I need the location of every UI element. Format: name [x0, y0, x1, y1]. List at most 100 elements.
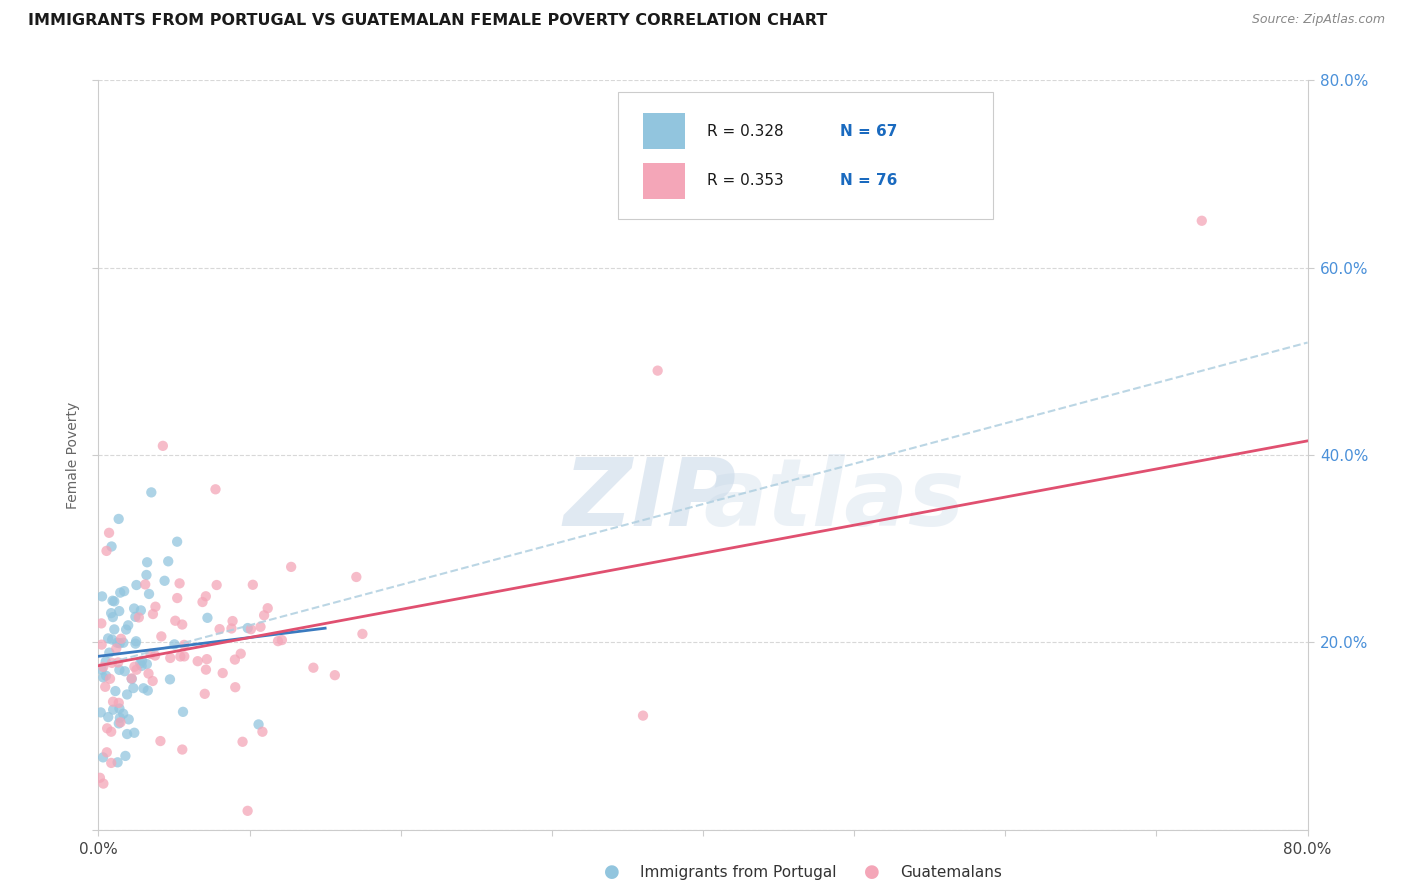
Point	[172, 617, 194, 632]
Point	[101, 695, 124, 709]
Point	[1191, 213, 1213, 227]
Bar	[643, 162, 685, 199]
FancyBboxPatch shape	[619, 92, 993, 219]
Point	[256, 601, 278, 615]
Point	[90, 616, 112, 631]
Point	[135, 568, 157, 582]
Point	[139, 647, 162, 661]
Point	[232, 735, 254, 749]
Point	[96, 722, 118, 736]
Point	[118, 712, 141, 726]
Point	[101, 632, 124, 647]
Point	[108, 663, 131, 677]
Point	[221, 614, 243, 628]
Point	[91, 671, 114, 685]
Point	[352, 627, 374, 641]
Point	[142, 607, 165, 621]
Point	[90, 638, 112, 652]
Point	[173, 649, 195, 664]
Point	[98, 525, 121, 540]
Point	[141, 485, 163, 500]
Point	[153, 574, 176, 588]
Point	[110, 585, 132, 599]
Text: IMMIGRANTS FROM PORTUGAL VS GUATEMALAN FEMALE POVERTY CORRELATION CHART: IMMIGRANTS FROM PORTUGAL VS GUATEMALAN F…	[28, 13, 827, 29]
Point	[344, 570, 367, 584]
Point	[205, 578, 228, 592]
Point	[204, 483, 226, 497]
Point	[302, 661, 325, 675]
Point	[107, 512, 129, 526]
Point	[252, 724, 274, 739]
Point	[110, 715, 132, 730]
Point	[159, 673, 181, 687]
Point	[131, 659, 153, 673]
Point	[107, 756, 129, 770]
Point	[100, 606, 122, 620]
Text: Guatemalans: Guatemalans	[900, 865, 1001, 880]
Point	[150, 629, 173, 643]
Point	[134, 577, 156, 591]
Point	[143, 648, 166, 663]
Point	[239, 622, 262, 636]
Point	[208, 622, 231, 636]
Point	[103, 623, 125, 637]
Point	[267, 634, 290, 648]
Text: Source: ZipAtlas.com: Source: ZipAtlas.com	[1251, 13, 1385, 27]
Point	[100, 756, 122, 770]
Point	[115, 623, 138, 637]
Point	[129, 603, 152, 617]
Point	[172, 705, 194, 719]
Point	[128, 610, 150, 624]
Point	[101, 656, 124, 670]
Point	[122, 601, 145, 615]
Point	[647, 364, 669, 378]
Point	[125, 663, 148, 677]
Bar	[643, 113, 685, 149]
Point	[173, 638, 195, 652]
Point	[169, 649, 191, 664]
Point	[224, 680, 246, 694]
Point	[211, 666, 233, 681]
Text: ZIP: ZIP	[564, 454, 737, 546]
Point	[101, 610, 124, 624]
Point	[159, 651, 181, 665]
Point	[107, 656, 129, 670]
Point	[108, 716, 131, 731]
Point	[114, 665, 136, 679]
Point	[121, 672, 143, 686]
Point	[145, 599, 167, 614]
Point	[108, 711, 131, 725]
Point	[108, 604, 131, 618]
Text: ●: ●	[603, 863, 620, 881]
Point	[122, 681, 145, 695]
Point	[132, 681, 155, 696]
Point	[100, 540, 122, 554]
Point	[197, 611, 219, 625]
Point	[323, 668, 346, 682]
Point	[136, 555, 159, 569]
Point	[142, 673, 165, 688]
Point	[103, 594, 125, 608]
Point	[97, 632, 120, 646]
Point	[236, 804, 259, 818]
Point	[112, 636, 135, 650]
Point	[242, 578, 264, 592]
Point	[104, 684, 127, 698]
Point	[91, 660, 114, 674]
Text: Immigrants from Portugal: Immigrants from Portugal	[640, 865, 837, 880]
Point	[253, 608, 276, 623]
Point	[96, 745, 118, 759]
Point	[129, 657, 152, 671]
Point	[124, 609, 146, 624]
Point	[101, 593, 124, 607]
Point	[93, 776, 115, 790]
Y-axis label: Female Poverty: Female Poverty	[66, 401, 80, 508]
Point	[157, 554, 180, 568]
Point	[221, 622, 243, 636]
Point	[94, 669, 117, 683]
Point	[100, 724, 122, 739]
Point	[108, 701, 131, 715]
Point	[280, 560, 302, 574]
Point	[98, 672, 121, 686]
Point	[112, 706, 135, 721]
